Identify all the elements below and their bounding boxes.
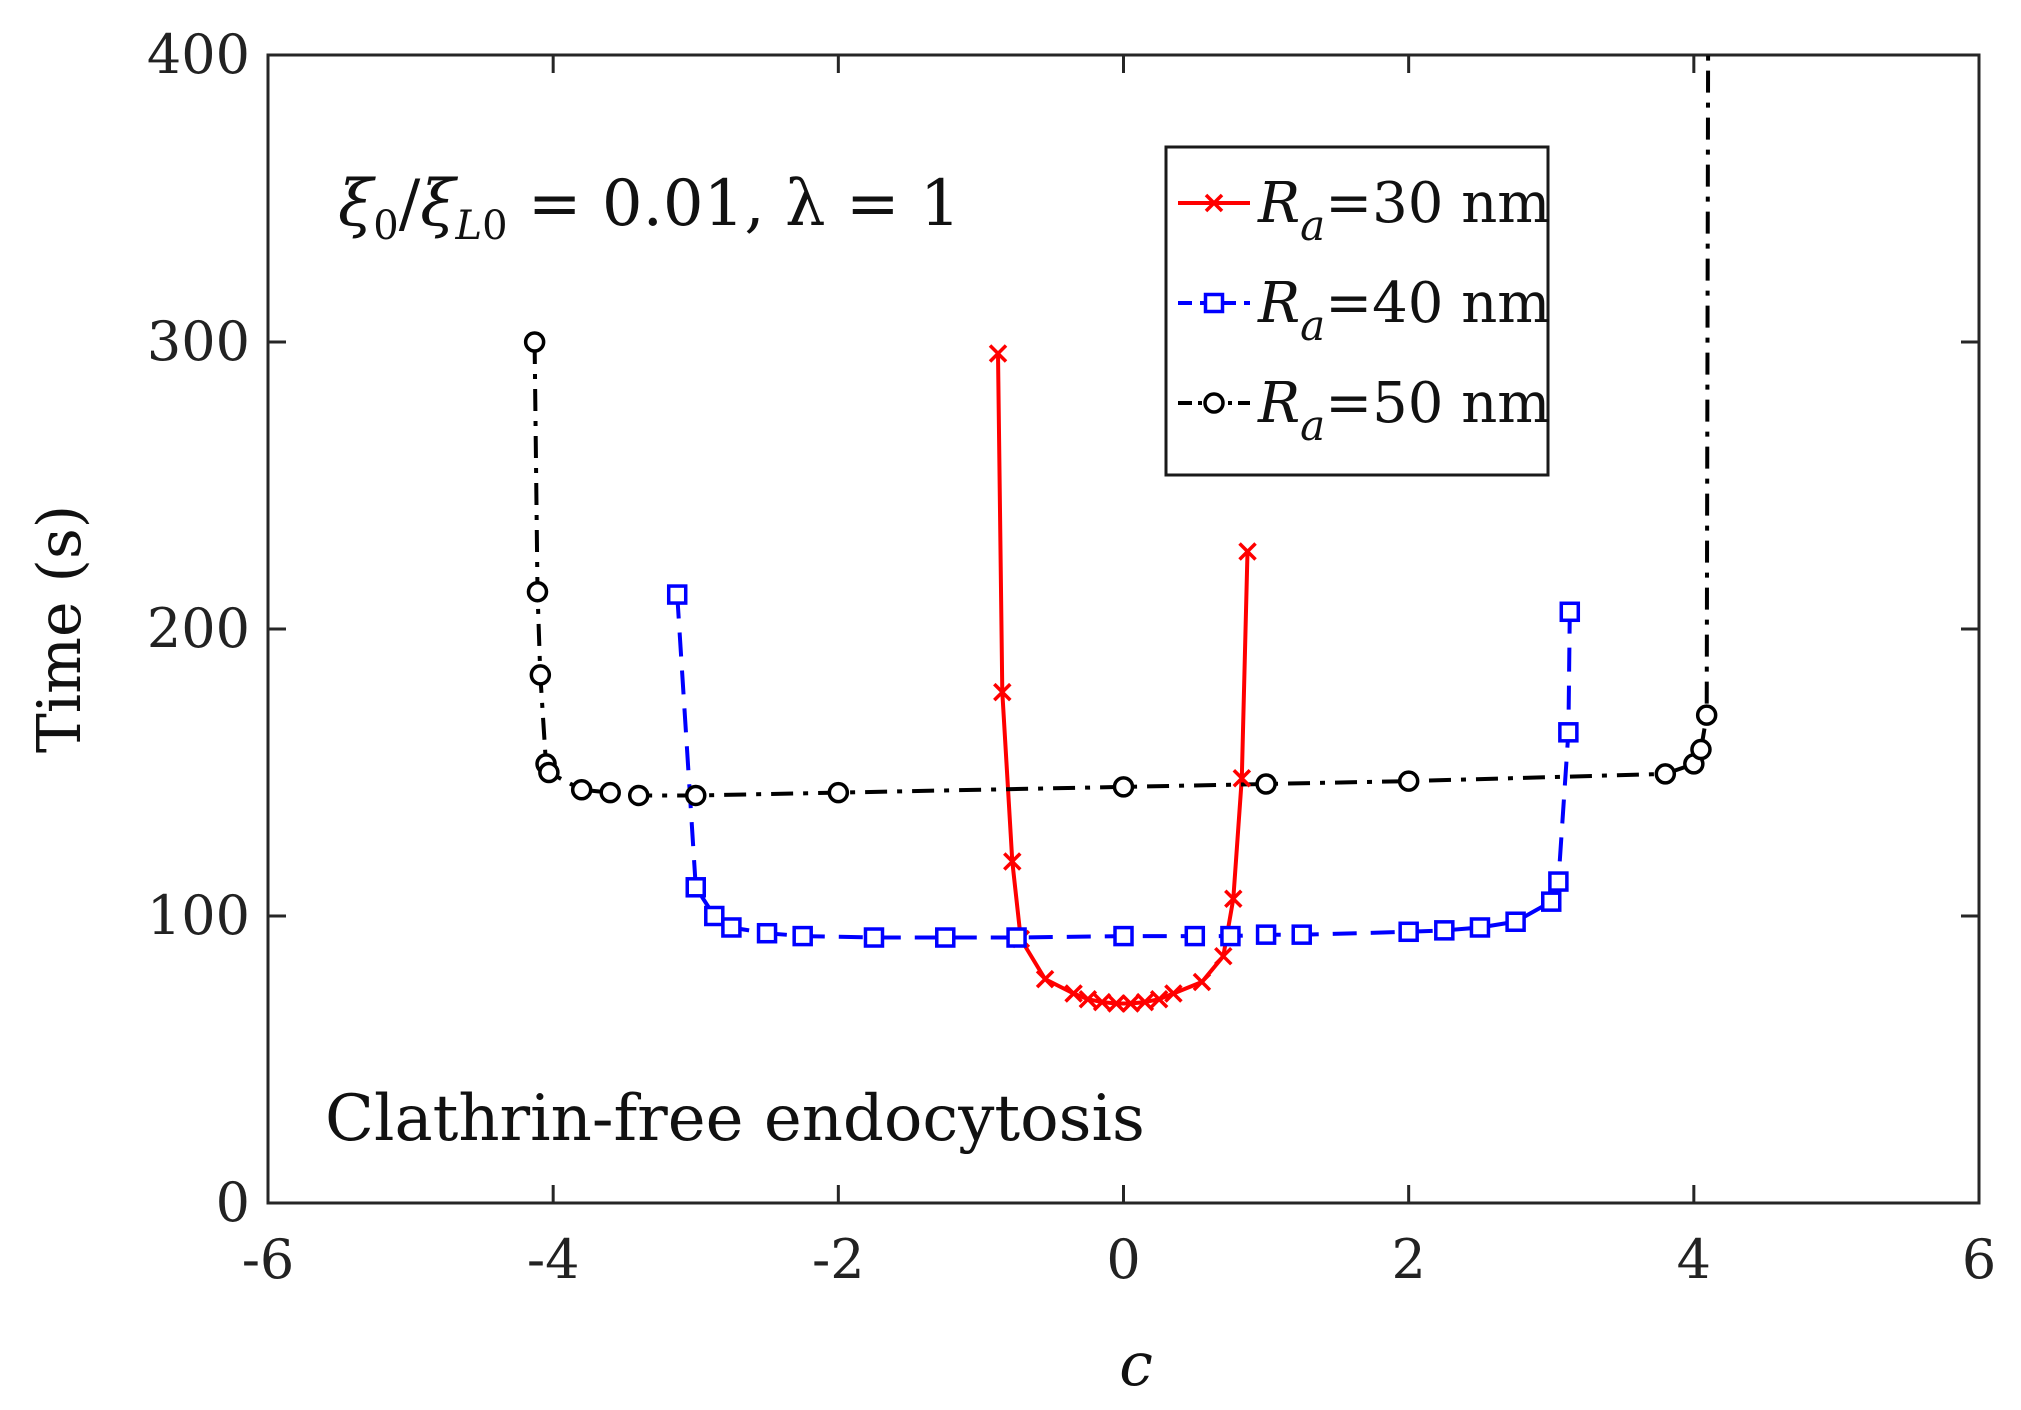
data-point-series-2: [1505, 911, 1526, 932]
data-point-series-2: [1398, 921, 1419, 943]
data-point-series-3: [827, 781, 850, 804]
data-point-series-2: [1113, 925, 1134, 947]
data-point-series-3: [685, 784, 707, 807]
y-tick-label: 400: [147, 23, 250, 86]
data-point-series-2: [792, 925, 813, 947]
legend-label-2: Ra=40 nm: [1257, 271, 1550, 350]
data-point-series-1: [1224, 889, 1243, 909]
data-point-series-2: [666, 584, 688, 605]
y-tick-label: 300: [147, 310, 250, 373]
data-point-series-1: [1232, 769, 1252, 788]
y-tick-label: 100: [147, 884, 250, 947]
x-tick-label: -2: [812, 1228, 865, 1291]
x-tick-label: 2: [1391, 1228, 1425, 1291]
legend-marker-3: [1203, 392, 1225, 414]
data-point-series-1: [1078, 989, 1098, 1009]
data-point-series-2: [1255, 924, 1277, 945]
x-tick-label: 0: [1106, 1228, 1140, 1291]
data-point-series-3: [1397, 770, 1420, 792]
data-point-series-3: [1690, 738, 1712, 761]
data-point-series-2: [1469, 917, 1491, 938]
data-point-series-2: [1291, 924, 1312, 945]
legend-marker-2: [1203, 292, 1225, 314]
data-point-series-2: [721, 917, 742, 938]
data-point-series-3: [529, 664, 552, 686]
data-point-series-1: [988, 344, 1008, 363]
data-point-series-2: [756, 922, 778, 944]
legend: Ra=30 nm Ra=40 nm Ra=50 nm: [1164, 145, 1550, 477]
parameter-annotation: ξ0/ξL0 = 0.01, λ = 1: [338, 167, 961, 249]
data-point-series-3: [627, 784, 650, 807]
data-point-series-2: [1548, 871, 1569, 892]
data-point-series-3: [570, 778, 593, 801]
data-point-series-1: [1107, 994, 1126, 1013]
data-point-series-1: [1003, 852, 1022, 871]
data-point-series-1: [1135, 992, 1155, 1012]
data-point-series-2: [935, 927, 956, 948]
y-tick-label: 0: [216, 1171, 250, 1234]
data-point-series-2: [1184, 925, 1206, 947]
data-point-series-2: [704, 905, 725, 927]
data-point-series-2: [1220, 925, 1241, 947]
y-axis: 0 100 200 300 400: [147, 23, 1979, 1234]
data-point-series-2: [1558, 722, 1579, 743]
data-point-series-3: [1112, 776, 1135, 798]
clathrin-free-label: Clathrin-free endocytosis: [325, 1082, 1145, 1156]
data-point-series-1: [1214, 946, 1233, 966]
legend-label-1: Ra=30 nm: [1257, 171, 1550, 250]
data-point-series-1: [1035, 969, 1055, 989]
data-point-series-2: [1559, 601, 1581, 623]
series-line-2: [675, 594, 1572, 940]
x-tick-label: 4: [1677, 1228, 1711, 1291]
data-point-series-3: [1255, 773, 1277, 795]
data-point-series-1: [1164, 984, 1183, 1003]
legend-label-3: Ra=50 nm: [1257, 371, 1550, 450]
x-axis: -6 -4 -2 0 2 4 6: [242, 55, 1996, 1291]
data-point-series-2: [685, 877, 706, 898]
data-point-series-2: [1541, 891, 1562, 912]
x-tick-label: 6: [1962, 1228, 1996, 1291]
legend-marker-1: [1204, 193, 1224, 213]
series-line-1: [996, 353, 1250, 1006]
data-point-series-3: [599, 781, 621, 804]
x-axis-title: c: [1119, 1330, 1153, 1400]
x-tick-label: -6: [242, 1228, 295, 1291]
data-point-series-1: [1064, 984, 1083, 1003]
y-axis-title: Time (s): [25, 505, 95, 753]
data-point-series-3: [538, 761, 560, 784]
data-point-series-1: [1238, 542, 1257, 561]
data-point-series-3: [526, 580, 549, 603]
data-point-series-1: [993, 682, 1012, 702]
data-point-series-1: [1192, 972, 1212, 992]
data-point-series-3: [523, 331, 546, 353]
data-point-series-1: [1149, 989, 1169, 1009]
data-point-series-3: [1695, 704, 1718, 726]
data-point-series-2: [1006, 927, 1027, 948]
y-tick-label: 200: [147, 597, 250, 660]
data-point-series-2: [1434, 920, 1455, 941]
marker-layer: [523, 331, 1718, 1013]
x-tick-label: -4: [527, 1228, 580, 1291]
data-point-series-3: [1654, 763, 1677, 785]
data-point-series-2: [863, 927, 885, 948]
